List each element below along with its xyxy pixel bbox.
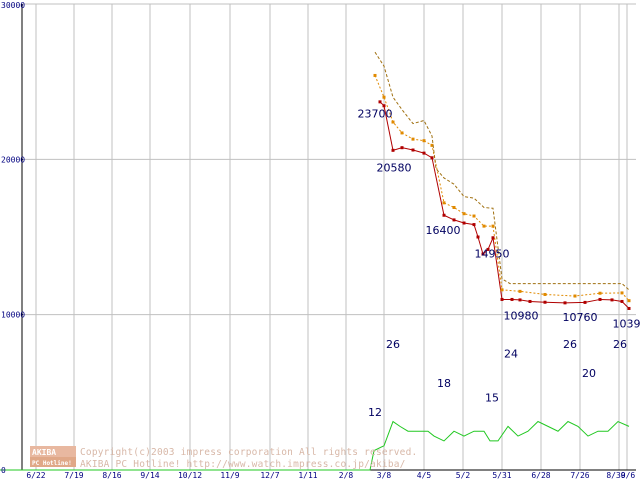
x-tick-label: 4/5 <box>417 471 432 480</box>
point-min_price <box>422 151 426 155</box>
series-shop_count <box>0 420 630 471</box>
point-avg_price <box>452 205 456 209</box>
point-avg_price <box>382 95 386 99</box>
data-label: 20580 <box>377 161 412 174</box>
data-label: 26 <box>613 338 627 351</box>
y-tick-label: 0 <box>1 466 6 475</box>
point-avg_price <box>472 214 476 218</box>
point-min_price <box>627 306 631 310</box>
data-label: 26 <box>563 338 577 351</box>
point-min_price <box>583 300 587 304</box>
series-min_price <box>379 101 630 309</box>
grid <box>21 3 636 471</box>
point-min_price <box>491 236 495 240</box>
y-tick-label: 10000 <box>1 311 25 320</box>
point-min_price <box>411 148 415 152</box>
x-tick-label: 6/28 <box>531 471 550 480</box>
point-avg_price <box>400 131 404 135</box>
point-min_price <box>620 299 624 303</box>
x-tick-label: 10/12 <box>178 471 202 480</box>
data-label: 14950 <box>475 248 510 261</box>
point-avg_price <box>482 224 486 228</box>
x-tick-label: 6/22 <box>26 471 45 480</box>
data-label: 16400 <box>426 224 461 237</box>
point-avg_price <box>422 139 426 143</box>
data-label: 15 <box>485 391 499 404</box>
data-label: 10399 <box>613 317 640 330</box>
point-min_price <box>528 299 532 303</box>
point-min_price <box>462 221 466 225</box>
x-tick-label: 3/8 <box>377 471 392 480</box>
point-min_price <box>382 104 386 108</box>
point-min_price <box>378 100 382 104</box>
point-min_price <box>486 247 490 251</box>
x-tick-label: 5/2 <box>456 471 471 480</box>
point-min_price <box>500 297 504 301</box>
point-avg_price <box>462 212 466 216</box>
point-avg_price <box>627 299 631 303</box>
data-label: 23700 <box>358 108 393 121</box>
x-tick-label: 8/30 <box>606 471 625 480</box>
series-avg_price <box>374 75 630 302</box>
point-avg_price <box>518 289 522 293</box>
data-label: 10760 <box>563 311 598 324</box>
point-avg_price <box>620 291 624 295</box>
x-tick-label: 7/26 <box>570 471 589 480</box>
data-label: 24 <box>504 348 518 361</box>
point-min_price <box>518 298 522 302</box>
point-avg_price <box>491 224 495 228</box>
point-min_price <box>430 156 434 160</box>
x-tick-label: 7/19 <box>64 471 83 480</box>
point-avg_price <box>442 201 446 205</box>
data-label: 20 <box>582 367 596 380</box>
point-avg_price <box>373 73 377 77</box>
data-label: 26 <box>386 338 400 351</box>
point-min_price <box>543 300 547 304</box>
data-label: 10980 <box>504 310 539 323</box>
url-line: AKIBA PC Hotline! http://www.watch.impre… <box>80 459 406 470</box>
point-min_price <box>563 301 567 305</box>
axes <box>21 4 636 471</box>
x-tick-label: 12/7 <box>260 471 279 480</box>
point-min_price <box>610 298 614 302</box>
point-min_price <box>481 252 485 256</box>
x-tick-label: 1/11 <box>298 471 317 480</box>
x-tick-label: 5/31 <box>492 471 511 480</box>
point-avg_price <box>573 294 577 298</box>
data-label: 18 <box>437 377 451 390</box>
y-tick-label: 30000 <box>1 1 25 10</box>
y-tick-label: 20000 <box>1 155 25 164</box>
point-avg_price <box>543 292 547 296</box>
akiba-logo: AKIBA PC Hotline! <box>30 446 76 467</box>
point-min_price <box>452 218 456 222</box>
x-tick-label: 9/6 <box>621 471 636 480</box>
watermark: AKIBA PC Hotline! Copyright(c)2003 impre… <box>30 446 417 470</box>
point-avg_price <box>598 291 602 295</box>
x-tick-label: 11/9 <box>220 471 239 480</box>
series-max_price <box>374 51 630 291</box>
x-tick-label: 2/8 <box>339 471 354 480</box>
point-min_price <box>476 235 480 239</box>
logo-top-text: AKIBA <box>32 448 56 457</box>
point-min_price <box>472 223 476 227</box>
x-tick-label: 8/16 <box>102 471 121 480</box>
point-min_price <box>391 148 395 152</box>
point-min_price <box>598 297 602 301</box>
point-avg_price <box>500 288 504 292</box>
point-min_price <box>400 146 404 150</box>
point-min_price <box>510 297 514 301</box>
point-min_price <box>442 213 446 217</box>
series <box>0 51 631 471</box>
copyright-line: Copyright(c)2003 impress corporation All… <box>80 447 417 458</box>
point-avg_price <box>391 120 395 124</box>
logo-bottom-text: PC Hotline! <box>32 460 72 467</box>
point-avg_price <box>411 137 415 141</box>
point-avg_price <box>430 143 434 147</box>
data-labels: 23700 20580 16400 14950 10980 10760 10399 26 12 1… <box>358 108 640 419</box>
x-tick-label: 9/14 <box>140 471 159 480</box>
data-label: 12 <box>368 406 382 419</box>
